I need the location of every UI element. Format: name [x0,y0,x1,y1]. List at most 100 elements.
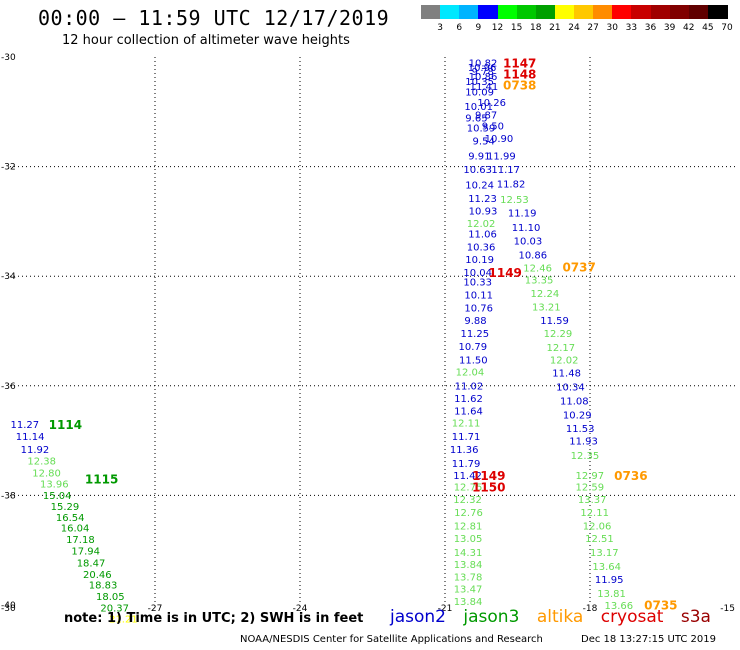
legend-label: 3 [437,23,443,33]
wave-height-value: 13.84 [454,597,483,608]
wave-height-value: 10.33 [463,278,492,289]
wave-height-value: 11.19 [508,209,537,220]
wave-height-value: 17.94 [71,547,100,558]
wave-height-value: 12.97 [576,471,605,482]
satellite-legend: jason2 jason3 altika cryosat s3a [390,607,723,627]
wave-height-value: 10.86 [518,250,547,261]
wave-height-value: 14.31 [454,548,483,559]
pass-time-label: 0738 [503,78,536,92]
wave-height-value: 9.54 [473,136,495,147]
legend-swatch [440,5,460,19]
wave-height-value: 11.02 [455,381,484,392]
legend-swatch [650,5,671,19]
wave-height-value: 10.93 [469,206,498,217]
latitude-tick-label: -38 [1,491,16,501]
wave-height-value: 10.04 [463,268,492,279]
legend-label: 18 [530,23,542,33]
wave-height-value: 9.65 [465,113,487,124]
wave-height-value: 9.78 [472,67,494,78]
latitude-tick-label: -30 [1,53,16,63]
wave-height-value: 10.79 [459,342,488,353]
wave-height-value: 12.75 [454,483,483,494]
wave-height-value: 20.46 [83,570,112,581]
wave-height-value: 11.79 [452,459,481,470]
wave-height-value: 11.42 [453,471,482,482]
wave-height-value: 9.50 [482,122,504,133]
legend-label: 15 [510,23,523,33]
wave-height-value: 10.11 [464,290,493,301]
wave-height-value: 10.29 [563,410,592,421]
wave-height-value: 12.53 [500,195,529,206]
wave-height-value: 12.04 [456,368,485,379]
legend-swatch [669,5,690,19]
legend-label: 39 [663,23,676,33]
wave-height-value: 11.93 [569,437,598,448]
latitude-tick-label: -34 [1,272,16,282]
wave-height-value: 13.05 [454,534,483,545]
wave-height-value: 13.47 [454,585,483,596]
wave-height-value: 10.09 [465,88,494,99]
wave-height-value: 10.82 [469,58,498,69]
wave-height-value: 11.08 [560,397,589,408]
pass-time-label: 0735 [644,598,677,612]
wave-height-value: 11.50 [459,355,488,366]
wave-height-value: 10.59 [467,124,496,135]
sat-legend-cryosat: cryosat [600,607,664,627]
wave-height-value: 12.38 [27,456,56,467]
wave-height-value: 10.19 [465,255,494,266]
wave-height-value: 13.66 [605,601,634,612]
legend-swatch [516,5,537,19]
wave-height-value: 11.62 [454,394,483,405]
wave-height-value: 10.34 [556,382,585,393]
legend-label: 24 [568,23,580,33]
wave-height-value: 9.88 [464,316,486,327]
legend-swatch [535,5,556,19]
wave-height-value: 11.48 [552,369,581,380]
wave-height-value: 10.01 [464,102,493,113]
wave-height-value: 16.04 [61,524,90,535]
observations-layer: 10.8210.969.7810.8610.3511.4110.0910.261… [10,58,633,625]
wave-height-value: 10.76 [464,303,493,314]
sat-legend-altika: altika [536,607,584,627]
wave-height-value: 13.81 [597,589,626,600]
pass-time-label: 1149 [472,469,505,483]
wave-height-value: 10.36 [467,243,496,254]
wave-height-value: 10.96 [468,63,497,74]
wave-height-value: 12.11 [452,419,481,430]
wave-height-value: 11.41 [470,82,499,93]
page-title: 00:00 – 11:59 UTC 12/17/2019 [38,6,390,30]
wave-height-value: 11.36 [450,445,479,456]
legend-label: 45 [702,23,714,33]
legend-label: 36 [644,23,657,33]
sat-legend-jason3: jason3 [463,607,520,627]
wave-height-color-legend [421,5,728,19]
latitude-tick-label: -40 [1,601,16,611]
wave-height-value: 12.02 [467,219,496,230]
pass-time-label: 1149 [489,266,522,280]
wave-height-value: 13.84 [454,560,483,571]
pass-time-label: 1148 [503,67,536,81]
longitude-tick-label: -15 [720,604,735,614]
wave-height-value: 12.76 [454,508,483,519]
pass-time-label: 1114 [49,418,82,432]
axis-tick-labels: -30-32-34-36-38-40-30 -27 -24 -21 -18 -15 [1,53,735,614]
legend-swatch [612,5,632,19]
footer-note: note: 1) Time is in UTC; 2) SWH is in fe… [64,611,364,626]
sat-legend-s3a: s3a [680,607,711,627]
grid-lines [10,57,735,605]
pass-time-label: 1147 [503,56,536,70]
pass-time-label: 0736 [614,469,647,483]
wave-height-value: 21.21 [109,615,138,626]
wave-height-value: 12.46 [523,263,552,274]
wave-height-value: 11.17 [491,165,520,176]
wave-height-value: 12.51 [585,534,614,545]
wave-height-value: 10.63 [463,165,492,176]
longitude-tick-label: -21 [438,604,453,614]
credit-line: NOAA/NESDIS Center for Satellite Applica… [240,634,543,645]
wave-height-value: 12.81 [454,522,483,533]
wave-height-value: 10.26 [477,98,506,109]
legend-label: 6 [456,23,463,33]
pass-time-label: 1115 [85,472,118,486]
wave-height-value: 12.59 [576,483,605,494]
